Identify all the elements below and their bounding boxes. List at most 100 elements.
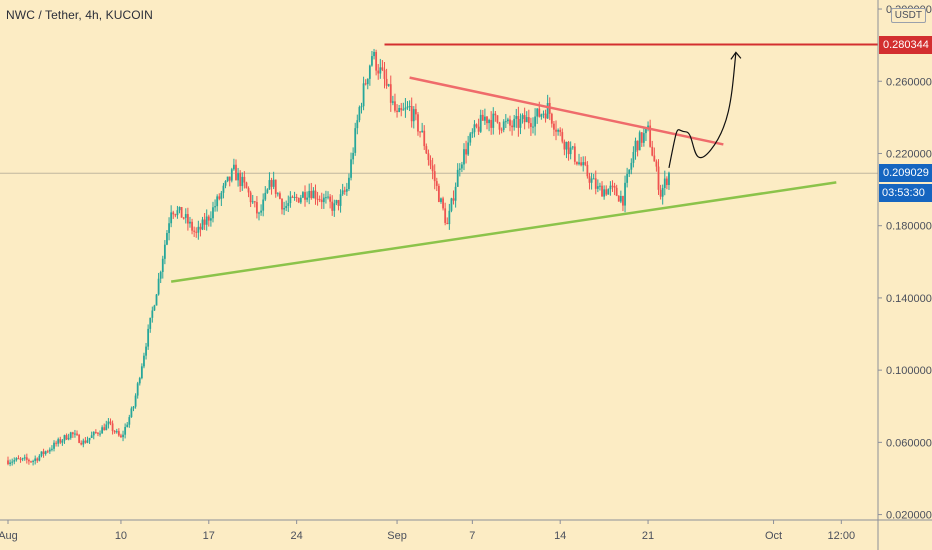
x-tick-label: Aug xyxy=(0,530,18,542)
candle-body xyxy=(243,176,246,183)
candles-layer xyxy=(7,48,670,467)
candle-body xyxy=(379,67,382,74)
candle-body xyxy=(573,146,576,162)
candle-body xyxy=(253,201,256,203)
candle-body xyxy=(452,198,455,201)
candle-body xyxy=(9,462,11,465)
candle-body xyxy=(385,78,388,86)
candle-body xyxy=(147,328,150,347)
candle-body xyxy=(61,440,64,443)
candle-body xyxy=(274,179,277,194)
candle-body xyxy=(603,189,606,197)
candle-body xyxy=(13,460,16,462)
candle-body xyxy=(412,109,415,122)
candle-body xyxy=(601,185,603,197)
x-tick-label: 7 xyxy=(469,530,475,542)
candle-body xyxy=(11,461,14,463)
drawings-layer xyxy=(170,43,878,283)
candle-body xyxy=(237,172,239,181)
candle-body xyxy=(157,278,160,295)
x-tick-label: 14 xyxy=(554,530,566,542)
candle-body xyxy=(36,458,39,461)
candle-body xyxy=(78,434,81,443)
candle-body xyxy=(113,430,116,433)
candle-body xyxy=(335,200,338,204)
candle-body xyxy=(619,196,622,202)
candle-body xyxy=(76,433,78,435)
candle-body xyxy=(216,196,219,207)
candle-body xyxy=(197,226,200,233)
candle-body xyxy=(28,459,30,462)
candle-body xyxy=(521,115,524,119)
candle-body xyxy=(553,123,555,130)
candle-body xyxy=(546,103,549,119)
candle-body xyxy=(484,116,486,121)
candle-body xyxy=(230,169,233,181)
candle-body xyxy=(649,125,652,147)
candle-body xyxy=(534,116,536,127)
candle-body xyxy=(609,185,612,190)
candle-body xyxy=(90,435,93,438)
candle-body xyxy=(630,162,633,170)
candle-body xyxy=(233,164,235,170)
candle-body xyxy=(191,221,193,231)
candle-body xyxy=(170,212,173,224)
candle-body xyxy=(180,207,183,218)
candle-body xyxy=(318,199,321,201)
candle-body xyxy=(642,133,645,143)
candle-body xyxy=(325,197,327,199)
candle-body xyxy=(636,140,639,151)
candle-body xyxy=(19,458,22,460)
candle-body xyxy=(617,195,620,202)
candle-body xyxy=(532,126,534,128)
candle-body xyxy=(653,155,656,162)
currency-unit-button[interactable]: USDT xyxy=(890,8,926,23)
candle-body xyxy=(299,197,302,203)
candle-body xyxy=(107,421,110,425)
candle-body xyxy=(178,207,181,211)
candle-body xyxy=(59,439,62,443)
candle-body xyxy=(67,437,70,440)
x-tick-label: Sep xyxy=(387,530,407,542)
candle-body xyxy=(555,129,557,132)
y-tick-label: 0.180000 xyxy=(886,221,932,233)
candle-body xyxy=(446,222,449,225)
candle-body xyxy=(128,417,131,425)
candle-body xyxy=(310,190,313,199)
candle-body xyxy=(109,421,112,424)
y-tick-label: 0.100000 xyxy=(886,365,932,377)
candle-body xyxy=(663,178,666,188)
candle-body xyxy=(582,162,585,166)
candle-body xyxy=(661,187,664,197)
candle-body xyxy=(316,198,319,200)
x-tick-label: 24 xyxy=(291,530,303,542)
candle-body xyxy=(80,442,83,445)
x-tick-label: 21 xyxy=(642,530,654,542)
candle-body xyxy=(605,189,608,195)
y-tick-label: 0.020000 xyxy=(886,510,932,522)
candle-body xyxy=(423,130,426,147)
candle-body xyxy=(557,129,560,132)
candle-body xyxy=(417,114,419,132)
candle-body xyxy=(159,271,162,279)
candle-body xyxy=(396,110,398,112)
candle-body xyxy=(615,187,618,196)
candle-body xyxy=(458,168,461,170)
candle-body xyxy=(124,426,127,435)
candle-body xyxy=(341,190,344,195)
candle-body xyxy=(640,132,643,143)
candle-body xyxy=(291,196,294,198)
x-tick-label: 17 xyxy=(203,530,215,542)
candle-body xyxy=(199,226,202,230)
candle-body xyxy=(638,132,641,151)
candle-body xyxy=(15,458,18,461)
candle-body xyxy=(567,141,570,155)
candle-body xyxy=(94,431,97,433)
candle-body xyxy=(82,440,85,445)
candle-body xyxy=(149,317,152,329)
candle-body xyxy=(477,126,480,132)
bar-countdown-tag: 03:53:30 xyxy=(879,184,932,203)
candle-body xyxy=(304,192,306,200)
